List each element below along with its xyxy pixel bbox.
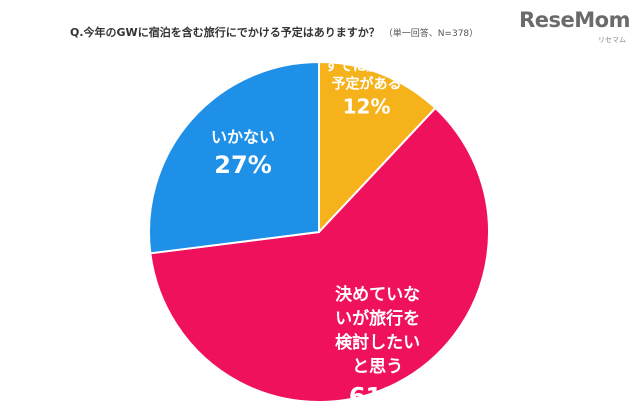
slice-label-line: すでに旅行の <box>324 58 408 75</box>
slice-label-line: いが旅行を <box>335 308 420 329</box>
slice-label-line: 検討したい <box>335 332 420 353</box>
slice-label-line: 決めていな <box>335 284 420 305</box>
pie-slice-2 <box>149 106 490 403</box>
resemom-logo: ReseMom <box>519 8 630 32</box>
chart-question: Q.今年のGWに宿泊を含む旅行にでかける予定はありますか？ <box>70 26 380 39</box>
chart-note: （単一回答、N=378） <box>383 29 479 39</box>
slice-value-label: 27% <box>214 151 271 179</box>
pie-slice-3 <box>147 60 320 255</box>
chart-title: Q.今年のGWに宿泊を含む旅行にでかける予定はありますか？ （単一回答、N=378… <box>70 24 478 40</box>
pie-label-3: いかない 27% <box>211 127 275 178</box>
resemom-logo-subtext: リセマム <box>598 36 626 44</box>
slice-label-line: 予定がある <box>332 76 402 93</box>
pie-slice-1 <box>318 60 437 235</box>
slice-label-line: いかない <box>211 127 275 146</box>
slice-label-line: と思う <box>352 357 403 377</box>
slice-value-label: 12% <box>343 95 391 119</box>
slice-value-label: 61% <box>349 382 406 410</box>
